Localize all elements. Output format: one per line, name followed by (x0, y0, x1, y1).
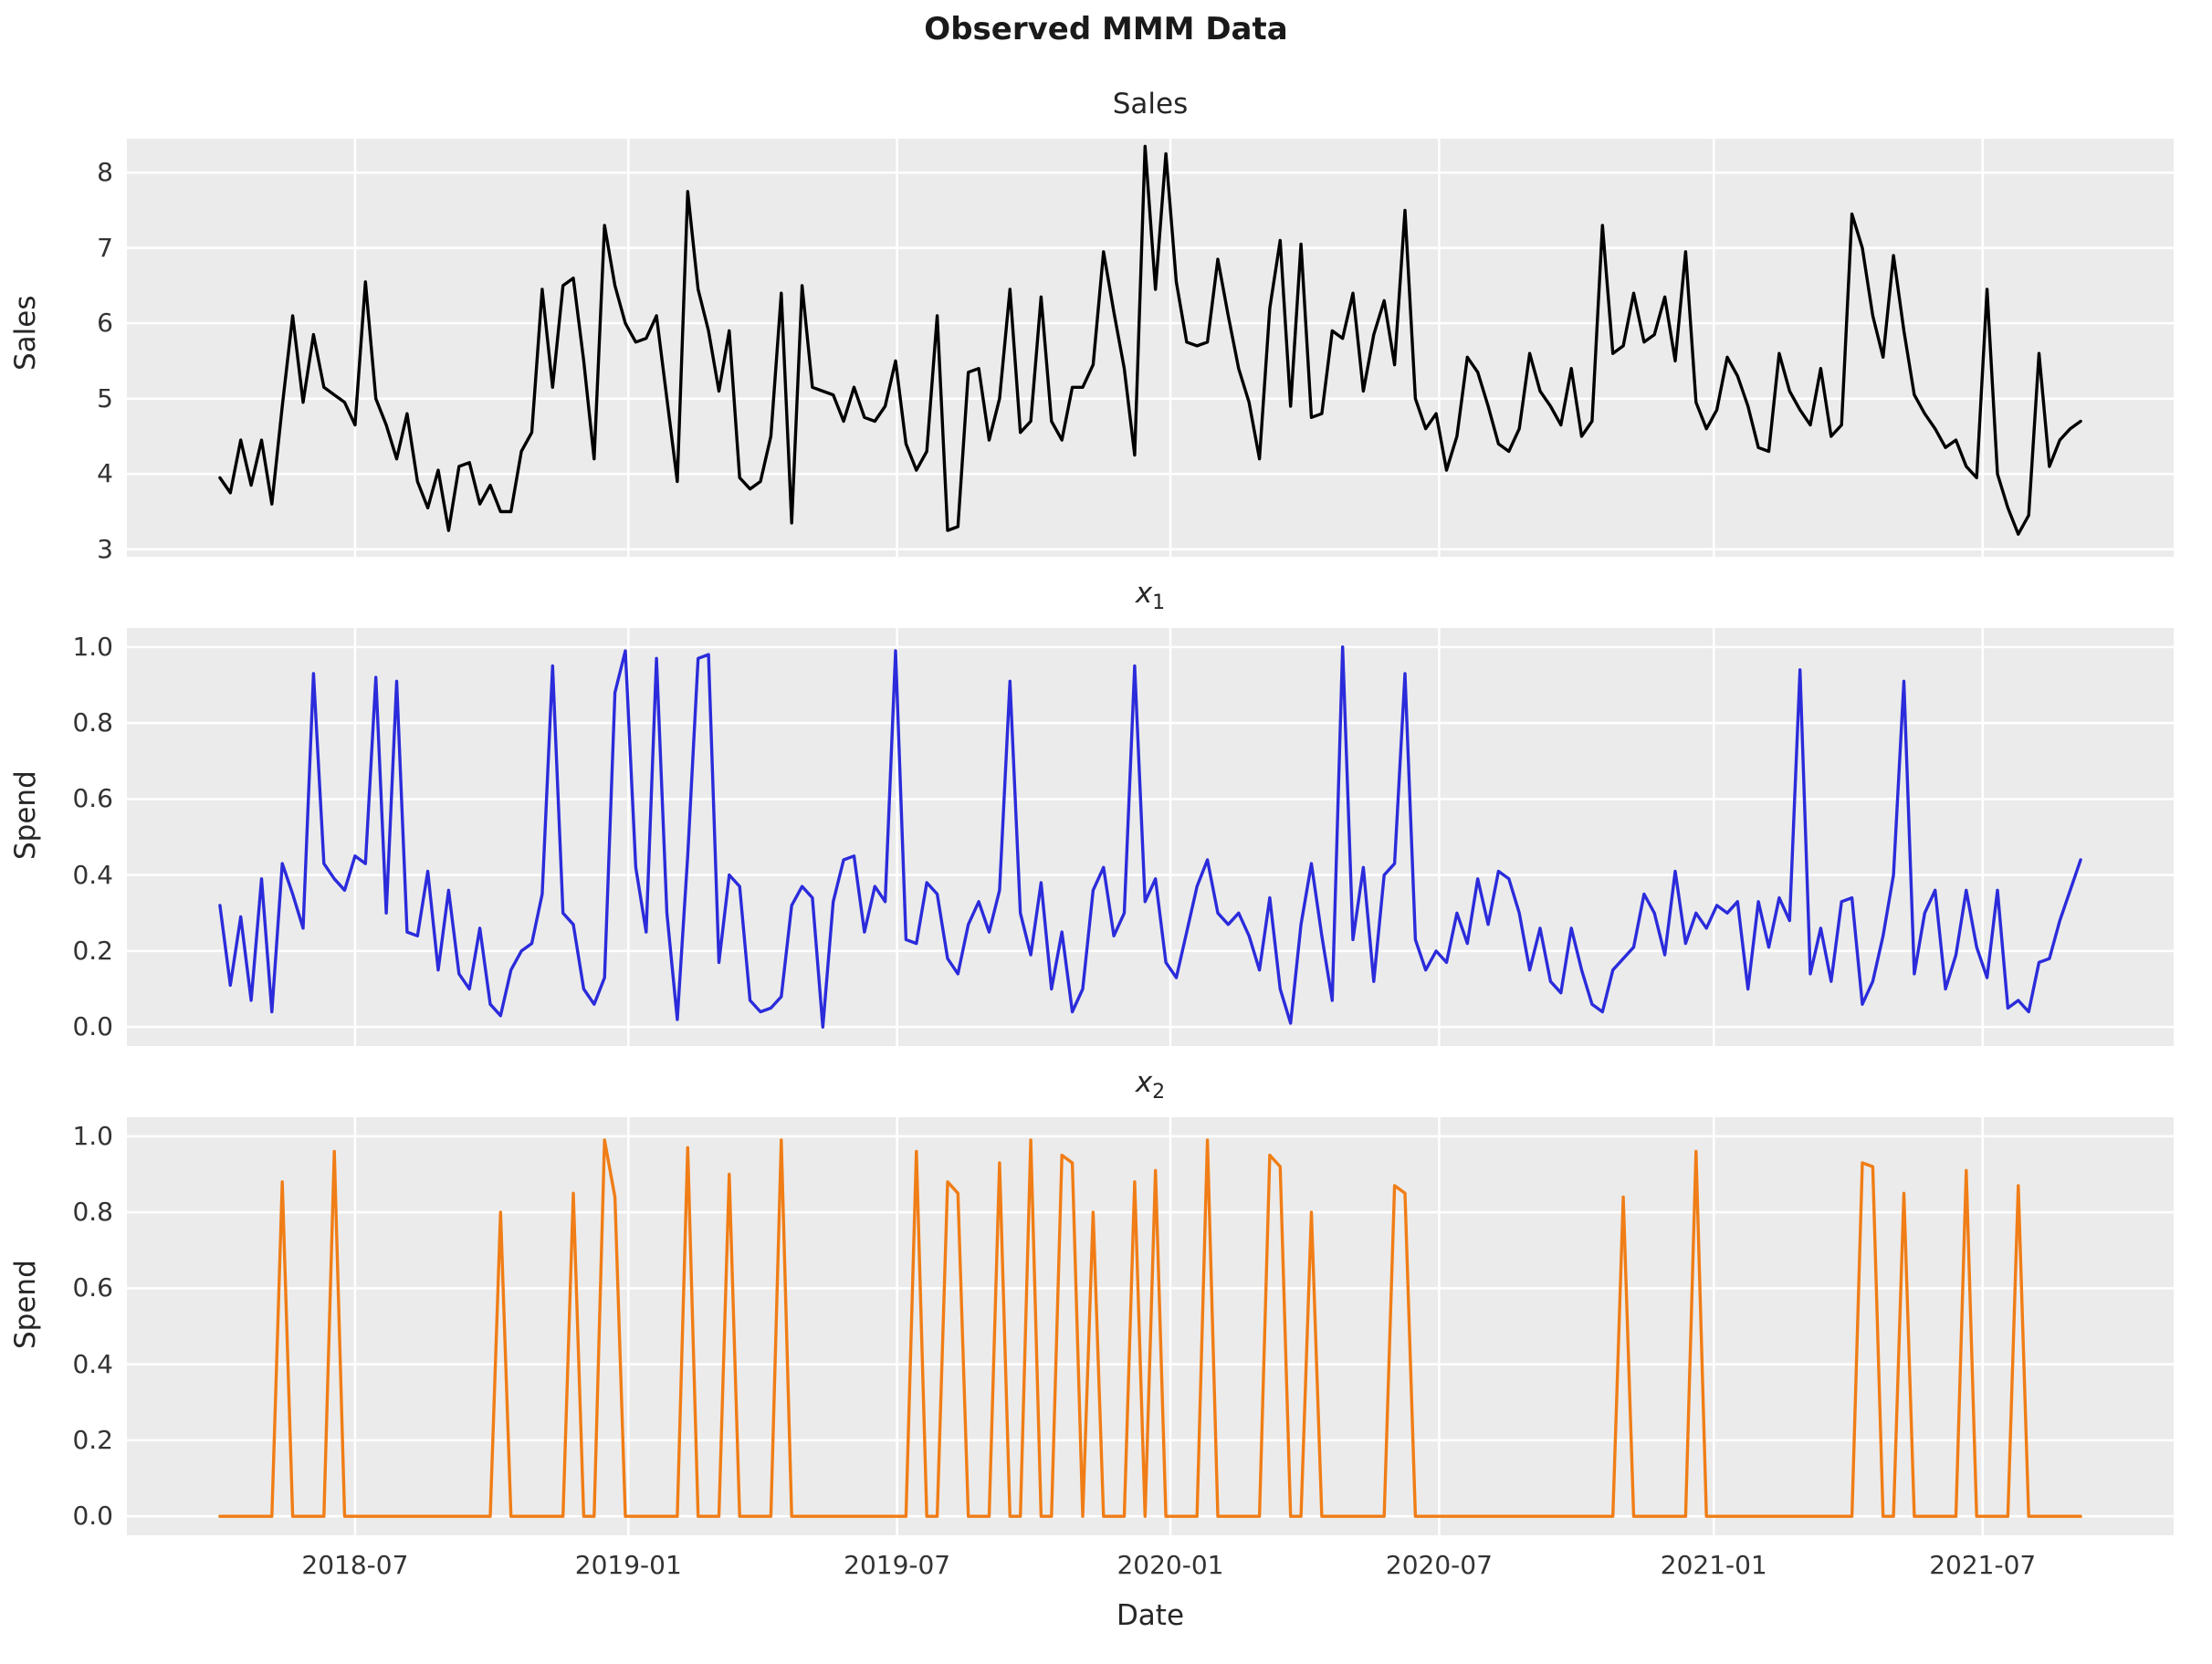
data-line-x_1 (218, 645, 2082, 1029)
y-tick-label: 0.2 (72, 935, 113, 966)
sales-line-chart (127, 139, 2174, 557)
figure-suptitle: Observed MMM Data (924, 11, 1288, 47)
y-tick-label: 0.8 (72, 707, 113, 738)
x2-spend-line-chart (127, 1117, 2174, 1535)
x-tick-label: 2021-07 (1929, 1550, 2037, 1580)
data-line-sales (218, 144, 2082, 536)
y-tick-label: 0.8 (72, 1197, 113, 1228)
x-tick-label: 2020-01 (1116, 1550, 1224, 1580)
y-tick-label: 6 (97, 308, 113, 339)
y-tick-label: 7 (97, 232, 113, 263)
x-tick-label: 2019-07 (844, 1550, 951, 1580)
y-tick-label: 0.0 (72, 1501, 113, 1532)
y-tick-label: 0.6 (72, 1272, 113, 1303)
panel-title-sales: Sales (1112, 88, 1189, 120)
y-axis-label-sales: Sales (9, 295, 42, 371)
plot-background (127, 628, 2174, 1046)
y-axis-label-x1: Spend (9, 770, 42, 860)
x-tick-label: 2021-01 (1660, 1550, 1767, 1580)
y-tick-label: 8 (97, 157, 113, 188)
y-tick-label: 0.4 (72, 859, 113, 890)
y-tick-label: 4 (97, 458, 113, 489)
y-tick-label: 5 (97, 382, 113, 413)
y-axis-label-x2: Spend (9, 1260, 42, 1349)
panel-title-x1: x1 (1135, 577, 1166, 615)
y-tick-label: 0.4 (72, 1348, 113, 1379)
x-tick-label: 2019-01 (574, 1550, 682, 1580)
y-tick-label: 1.0 (72, 1120, 113, 1151)
y-tick-label: 0.0 (72, 1011, 113, 1042)
y-tick-label: 0.6 (72, 783, 113, 814)
x-axis-label: Date (1116, 1599, 1185, 1632)
y-tick-label: 1.0 (72, 631, 113, 662)
x-tick-label: 2018-07 (301, 1550, 409, 1580)
data-line-x_2 (218, 1138, 2082, 1518)
panel-title-x2: x2 (1135, 1066, 1166, 1104)
y-tick-label: 0.2 (72, 1424, 113, 1455)
x1-spend-line-chart (127, 628, 2174, 1046)
y-tick-label: 3 (97, 533, 113, 564)
x-tick-label: 2020-07 (1385, 1550, 1493, 1580)
